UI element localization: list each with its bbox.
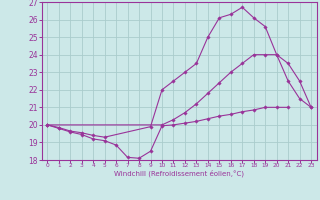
X-axis label: Windchill (Refroidissement éolien,°C): Windchill (Refroidissement éolien,°C)	[114, 170, 244, 177]
